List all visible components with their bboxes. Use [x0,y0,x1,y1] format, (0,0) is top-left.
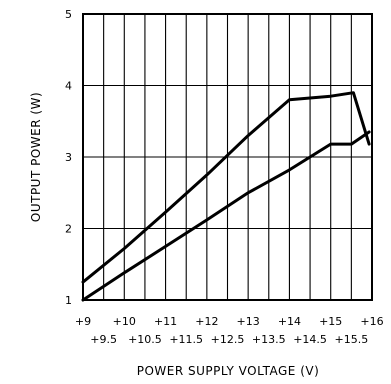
y-tick-label: 2 [65,223,72,236]
y-axis-label: OUTPUT POWER (W) [29,92,43,222]
x-tick-label: +11.5 [169,333,203,346]
y-tick-label: 4 [65,80,72,93]
plot-frame [82,13,373,301]
x-tick-label: +12.5 [211,333,245,346]
plot-border [82,13,373,301]
series-line-1 [81,91,371,284]
x-tick-label: +14.5 [293,333,327,346]
series-line-2 [81,130,371,302]
x-tick-label: +11 [154,315,177,328]
x-tick-label: +16 [360,315,383,328]
x-tick-label: +9.5 [90,333,117,346]
x-tick-labels: +9 +10 +11 +12 +13 +14 +15 +16 +9.5 +10.5 +11.5 +12… [75,315,384,346]
y-tick-labels: 1 2 3 4 5 [65,8,72,307]
x-tick-label: +14 [278,315,301,328]
x-tick-label: +12 [195,315,218,328]
x-tick-label: +10.5 [128,333,162,346]
series-lines [81,91,371,302]
y-tick-label: 3 [65,151,72,164]
x-tick-label: +10 [113,315,136,328]
y-tick-label: 1 [65,294,72,307]
x-tick-label: +13 [237,315,260,328]
y-tick-label: 5 [65,8,72,21]
x-axis-label: POWER SUPPLY VOLTAGE (V) [137,364,320,378]
x-tick-label: +9 [75,315,91,328]
x-tick-label: +15.5 [334,333,368,346]
x-tick-label: +15 [319,315,342,328]
x-tick-label: +13.5 [252,333,286,346]
